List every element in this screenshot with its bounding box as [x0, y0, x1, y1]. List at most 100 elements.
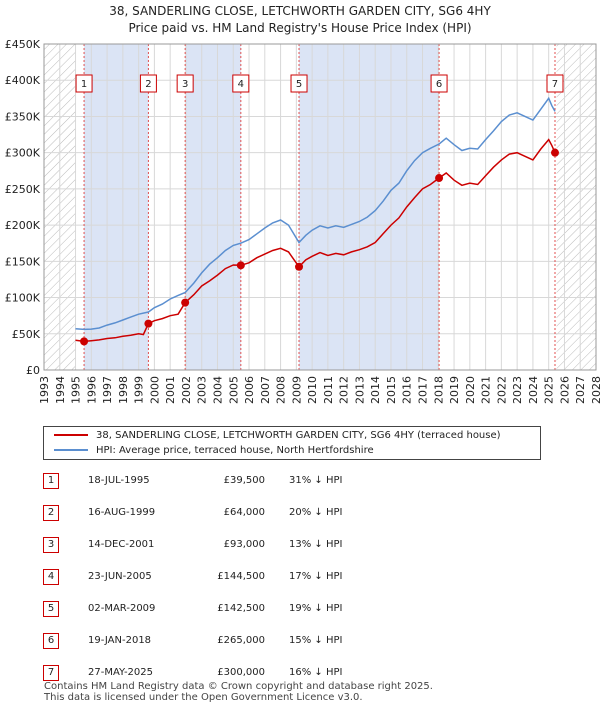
x-tick-label: 2003: [196, 376, 209, 404]
sale-marker-number: 1: [43, 473, 59, 489]
x-tick-label: 2018: [432, 376, 445, 404]
chart-title-block: 38, SANDERLING CLOSE, LETCHWORTH GARDEN …: [0, 3, 600, 37]
sale-hpi-diff: 15% ↓ HPI: [289, 635, 343, 646]
sale-date: 14-DEC-2001: [88, 539, 155, 550]
y-tick-label: £300K: [5, 147, 41, 160]
x-tick-label: 2026: [558, 376, 571, 404]
x-tick-label: 2014: [369, 376, 382, 404]
legend-swatch-hpi: [54, 449, 88, 451]
x-tick-label: 2010: [306, 376, 319, 404]
x-tick-label: 2002: [180, 376, 193, 404]
sale-number-box: [232, 74, 250, 93]
hatched-region-after: [556, 44, 596, 370]
sale-number-label: 5: [296, 79, 302, 90]
sale-point: [236, 261, 245, 270]
x-tick-label: 2027: [574, 376, 587, 404]
sale-number-box: [75, 74, 93, 93]
sale-interval-band: [299, 44, 440, 370]
sale-hpi-diff: 20% ↓ HPI: [289, 507, 343, 518]
sale-marker-number: 5: [43, 601, 59, 617]
sale-number-label: 7: [552, 79, 558, 90]
x-tick-label: 2023: [511, 376, 524, 404]
x-tick-label: 2028: [590, 376, 600, 404]
sale-number-box: [546, 74, 564, 93]
sale-number-label: 2: [145, 79, 151, 90]
x-tick-label: 2012: [338, 376, 351, 404]
x-tick-label: 2022: [495, 376, 508, 404]
sale-number-box: [176, 74, 194, 93]
sale-marker-number: 4: [43, 569, 59, 585]
sale-date: 19-JAN-2018: [88, 635, 152, 646]
legend-item-property: 38, SANDERLING CLOSE, LETCHWORTH GARDEN …: [54, 428, 501, 444]
x-tick-label: 2004: [211, 376, 224, 404]
sale-marker-number: 7: [43, 665, 59, 681]
sale-date: 02-MAR-2009: [88, 603, 156, 614]
x-tick-label: 2001: [164, 376, 177, 404]
x-tick-label: 2009: [290, 376, 303, 404]
sale-point: [550, 148, 559, 157]
sale-hpi-diff: 16% ↓ HPI: [289, 667, 343, 678]
x-tick-label: 2020: [464, 376, 477, 404]
x-tick-label: 1996: [85, 376, 98, 404]
table-row: 7 27-MAY-2025 £300,000 16% ↓ HPI: [43, 662, 443, 684]
sale-interval-band: [84, 44, 149, 370]
x-tick-label: 2017: [417, 376, 430, 404]
y-tick-label: £100K: [5, 292, 41, 305]
sale-number-box: [430, 74, 448, 93]
table-row: 4 23-JUN-2005 £144,500 17% ↓ HPI: [43, 566, 443, 588]
sale-date: 27-MAY-2025: [88, 667, 154, 678]
y-tick-label: £250K: [5, 183, 41, 196]
x-tick-label: 1998: [117, 376, 130, 404]
chart-title: 38, SANDERLING CLOSE, LETCHWORTH GARDEN …: [109, 4, 491, 18]
x-tick-label: 1994: [54, 376, 67, 404]
sale-marker-number: 6: [43, 633, 59, 649]
sale-number-box: [139, 74, 157, 93]
sale-price: £64,000: [223, 507, 265, 518]
sale-number-label: 1: [81, 79, 87, 90]
sale-price: £300,000: [217, 667, 265, 678]
table-row: 3 14-DEC-2001 £93,000 13% ↓ HPI: [43, 534, 443, 556]
price-chart: £0 £50K £100K £150K £200K £250K £300K £350K £400…: [5, 38, 600, 404]
series-line: [75, 96, 556, 331]
footer-licence: This data is licensed under the Open Gov…: [44, 692, 363, 703]
sale-number-box: [290, 74, 308, 93]
sale-hpi-diff: 13% ↓ HPI: [289, 539, 343, 550]
x-tick-label: 2005: [227, 376, 240, 404]
table-row: 6 19-JAN-2018 £265,000 15% ↓ HPI: [43, 630, 443, 652]
x-tick-label: 2025: [543, 376, 556, 404]
x-tick-label: 2016: [401, 376, 414, 404]
sale-interval-band: [185, 44, 241, 370]
sale-date: 18-JUL-1995: [88, 475, 150, 486]
y-tick-label: £150K: [5, 255, 41, 268]
sale-price: £39,500: [223, 475, 265, 486]
x-tick-label: 2000: [148, 376, 161, 404]
sale-date: 23-JUN-2005: [88, 571, 152, 582]
x-tick-label: 1993: [38, 376, 51, 404]
sale-hpi-diff: 19% ↓ HPI: [289, 603, 343, 614]
table-row: 5 02-MAR-2009 £142,500 19% ↓ HPI: [43, 598, 443, 620]
sale-marker-number: 3: [43, 537, 59, 553]
sale-hpi-diff: 17% ↓ HPI: [289, 571, 343, 582]
x-tick-label: 2008: [275, 376, 288, 404]
plot-border: [43, 43, 597, 371]
sale-point: [181, 298, 190, 307]
sale-hpi-diff: 31% ↓ HPI: [289, 475, 343, 486]
sale-price: £265,000: [217, 635, 265, 646]
x-tick-label: 2013: [353, 376, 366, 404]
sale-price: £144,500: [217, 571, 265, 582]
x-tick-label: 2006: [243, 376, 256, 404]
legend-label-property: 38, SANDERLING CLOSE, LETCHWORTH GARDEN …: [96, 430, 501, 441]
chart-subtitle: Price paid vs. HM Land Registry's House …: [128, 21, 472, 35]
legend-label-hpi: HPI: Average price, terraced house, Nort…: [96, 445, 374, 456]
sale-number-label: 3: [182, 79, 188, 90]
sale-marker-number: 2: [43, 505, 59, 521]
x-tick-label: 2024: [527, 376, 540, 404]
sale-date: 16-AUG-1999: [88, 507, 156, 518]
sale-number-label: 4: [238, 79, 244, 90]
y-tick-label: £350K: [5, 110, 41, 123]
y-tick-label: £0: [26, 364, 40, 377]
legend-item-hpi: HPI: Average price, terraced house, Nort…: [54, 443, 374, 459]
sale-number-label: 6: [436, 79, 442, 90]
sale-price: £93,000: [223, 539, 265, 550]
legend: 38, SANDERLING CLOSE, LETCHWORTH GARDEN …: [43, 426, 541, 460]
